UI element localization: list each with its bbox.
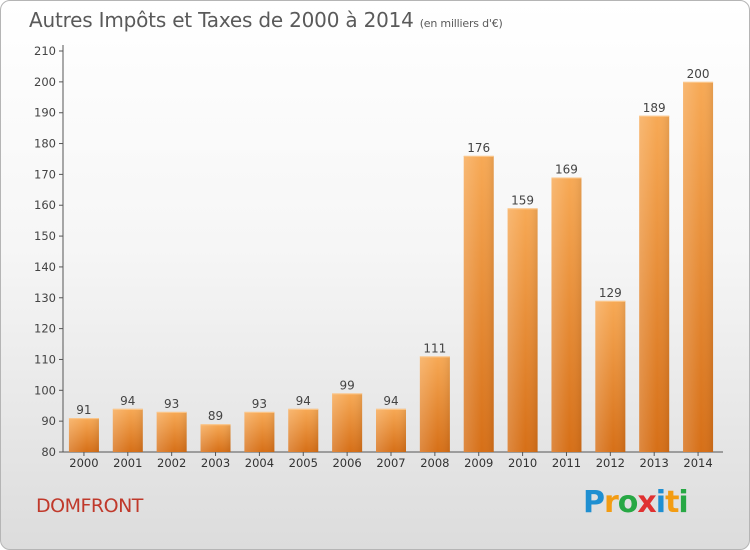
bar-shade: [288, 408, 319, 452]
bar-shade: [463, 155, 494, 452]
data-label: 176: [467, 141, 490, 155]
y-tick-label: 90: [41, 414, 56, 428]
y-tick-label: 150: [34, 229, 56, 243]
bar-shade: [244, 411, 275, 452]
data-label: 93: [164, 397, 179, 411]
bar-shade: [419, 356, 450, 452]
y-tick-label: 130: [34, 291, 56, 305]
bars-group: [68, 81, 714, 453]
y-tick-label: 80: [41, 445, 56, 459]
logo-letter: t: [665, 485, 679, 520]
chart-unit: (en milliers d'€): [419, 17, 503, 30]
x-tick-label: 2008: [420, 456, 449, 470]
x-tick-label: 2014: [683, 456, 712, 470]
data-label: 94: [383, 394, 398, 408]
logo-letter: i: [655, 485, 666, 520]
x-tick-label: 2009: [464, 456, 493, 470]
x-tick-label: 2010: [508, 456, 537, 470]
y-tick-label: 180: [34, 137, 56, 151]
logo-letter: x: [637, 485, 656, 520]
y-tick-label: 140: [34, 260, 56, 274]
x-tick-label: 2012: [596, 456, 625, 470]
data-label: 94: [296, 394, 311, 408]
labels-group: 91 2000 94 2001 93 2002 89 2003 93 2004 94 2005 99 20…: [69, 67, 712, 470]
y-tick-label: 170: [34, 167, 56, 181]
bar-shade: [683, 81, 714, 452]
data-label: 93: [252, 397, 267, 411]
x-tick-label: 2006: [332, 456, 361, 470]
logo-letter: P: [583, 485, 605, 520]
data-label: 99: [339, 378, 354, 392]
logo-letter: r: [604, 485, 619, 520]
bar-shade: [68, 418, 99, 452]
bar-shade: [639, 115, 670, 453]
bar-shade: [156, 411, 187, 452]
commune-name: DOMFRONT: [36, 495, 143, 517]
chart-title-text: Autres Impôts et Taxes de 2000 à 2014: [29, 8, 414, 32]
x-tick-label: 2000: [69, 456, 98, 470]
data-label: 111: [423, 341, 446, 355]
bar-shade: [112, 408, 143, 452]
data-label: 159: [511, 193, 534, 207]
y-tick-label: 110: [34, 352, 56, 366]
y-tick-label: 200: [34, 75, 56, 89]
logo-letter: i: [678, 485, 688, 520]
proxiti-logo[interactable]: Proxiti: [583, 485, 689, 520]
data-label: 200: [687, 67, 710, 81]
y-tick-label: 190: [34, 106, 56, 120]
data-label: 189: [643, 101, 666, 115]
y-tick-label: 210: [34, 44, 56, 58]
y-tick-label: 120: [34, 322, 56, 336]
x-tick-label: 2011: [552, 456, 581, 470]
bar-shade: [595, 300, 626, 452]
chart-title: Autres Impôts et Taxes de 2000 à 2014 (en…: [29, 8, 503, 32]
logo-letter: o: [617, 485, 639, 520]
data-label: 89: [208, 409, 223, 423]
data-label: 129: [599, 286, 622, 300]
x-tick-label: 2003: [201, 456, 230, 470]
x-tick-label: 2001: [113, 456, 142, 470]
x-tick-label: 2004: [245, 456, 274, 470]
y-tick-label: 160: [34, 198, 56, 212]
bar-shade: [507, 208, 538, 452]
bar-shade: [551, 177, 582, 452]
x-tick-label: 2013: [640, 456, 669, 470]
x-tick-label: 2002: [157, 456, 186, 470]
data-label: 169: [555, 162, 578, 176]
bar-shade: [376, 408, 406, 452]
data-label: 91: [76, 403, 91, 417]
data-label: 94: [120, 394, 135, 408]
x-tick-label: 2007: [376, 456, 405, 470]
bar-shade: [200, 424, 231, 452]
axes: 80 90 100 110 120 130 140 150 160 170 180 190 200 210: [34, 44, 723, 459]
x-tick-label: 2005: [289, 456, 318, 470]
bar-shade: [332, 393, 363, 452]
y-tick-label: 100: [34, 383, 56, 397]
